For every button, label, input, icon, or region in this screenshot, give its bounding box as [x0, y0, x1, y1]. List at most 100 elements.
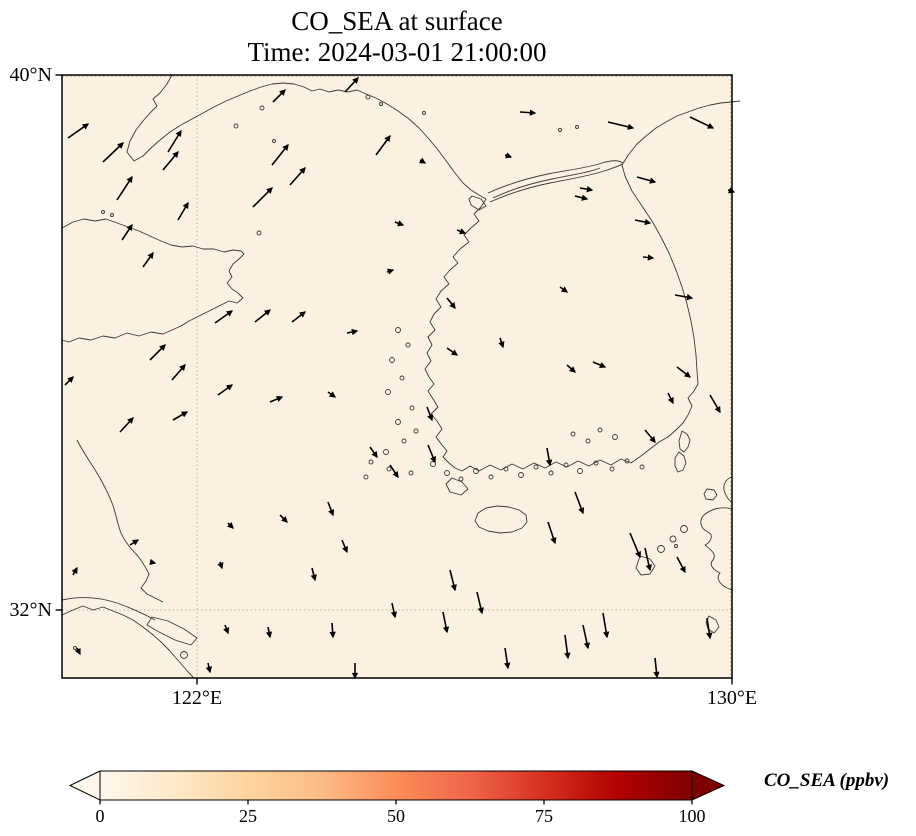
- wind-arrow: [559, 286, 569, 293]
- colorbar: 0 25 50 75 100: [68, 770, 726, 826]
- wind-arrow: [71, 566, 78, 576]
- wind-arrow: [223, 624, 230, 635]
- wind-arrow: [727, 187, 736, 194]
- wind-arrow: [341, 539, 348, 554]
- island-goto-2: [669, 535, 677, 543]
- wind-arrow: [217, 384, 234, 396]
- islets-korea-south: [430, 427, 645, 496]
- plot-frame: [61, 74, 733, 679]
- wind-arrow: [504, 647, 511, 670]
- wind-arrow: [602, 612, 610, 639]
- wind-arrow: [644, 429, 656, 443]
- coastline-river-north: [487, 160, 624, 194]
- wind-arrow: [644, 547, 652, 572]
- wind-arrow: [172, 411, 189, 421]
- island-estuary-ring: [180, 651, 188, 659]
- coastline-river-south: [489, 163, 623, 203]
- wind-arrow: [706, 617, 713, 640]
- wind-arrow: [386, 268, 395, 275]
- xtick-label-130e: 130°E: [706, 687, 758, 709]
- wind-arrow: [667, 392, 674, 405]
- island-koshiki: [705, 615, 720, 634]
- figure-subtitle: Time: 2024-03-01 21:00:00: [247, 37, 547, 67]
- coastline-river-middle: [492, 167, 601, 199]
- wind-arrow: [344, 77, 359, 93]
- wind-arrow: [519, 109, 537, 116]
- colorbar-label: CO_SEA (ppbv): [764, 770, 890, 791]
- coastlines: [61, 74, 741, 678]
- wind-arrow: [254, 309, 271, 323]
- wind-arrow: [574, 194, 589, 201]
- coastline-yangtze-north-bank: [61, 597, 156, 621]
- wind-arrow: [177, 201, 189, 221]
- island-tsushima-south: [674, 451, 687, 473]
- wind-arrow: [449, 569, 457, 592]
- wind-arrow: [327, 501, 335, 517]
- island-iki: [703, 488, 718, 501]
- wind-arrow: [119, 417, 134, 433]
- wind-arrow: [369, 446, 378, 459]
- wind-arrow: [476, 591, 484, 615]
- colorbar-tick-label: 100: [679, 806, 706, 826]
- wind-arrow: [149, 558, 157, 566]
- coastline-yangtze-south-bank: [61, 605, 194, 678]
- wind-arrow: [426, 406, 434, 422]
- graticule-gridlines: [62, 75, 732, 678]
- wind-arrow: [579, 186, 594, 193]
- colorbar-tick-label: 75: [535, 806, 553, 826]
- coastline-korea-mainland: [126, 74, 741, 472]
- island-goto-fukue: [635, 555, 656, 576]
- wind-arrow: [205, 662, 213, 674]
- islets-korea-bay: [101, 94, 579, 236]
- wind-arrow: [217, 561, 224, 570]
- wind-arrow: [375, 134, 391, 156]
- wind-arrow: [329, 622, 336, 639]
- wind-arrow: [74, 647, 81, 656]
- wind-arrow: [327, 391, 337, 398]
- wind-arrow: [629, 532, 641, 559]
- wind-arrow: [676, 366, 692, 378]
- wind-arrow: [346, 328, 359, 336]
- wind-arrow: [545, 447, 553, 467]
- wind-arrow: [149, 344, 166, 361]
- wind-arrow: [564, 634, 571, 660]
- wind-arrow: [67, 123, 90, 139]
- figure-title: CO_SEA at surface: [291, 6, 503, 36]
- colorbar-tick-label: 50: [387, 806, 405, 826]
- wind-arrow: [116, 175, 133, 201]
- wind-arrow: [547, 521, 557, 545]
- coastline-jiangsu: [76, 439, 164, 603]
- ytick-label-32n: 32°N: [9, 599, 52, 621]
- colorbar-tick-label: 0: [96, 806, 105, 826]
- wind-arrow: [227, 522, 234, 529]
- ytick-label-40n: 40°N: [9, 64, 52, 86]
- wind-arrow: [504, 152, 513, 159]
- wind-arrow: [289, 167, 306, 186]
- wind-arrow: [142, 251, 154, 268]
- island-ganghwa: [468, 195, 487, 211]
- coastline-kyushu-main: [700, 507, 733, 591]
- wind-arrow: [592, 361, 607, 368]
- wind-arrow: [390, 602, 398, 619]
- wind-arrow: [271, 144, 289, 166]
- wind-arrow: [642, 254, 655, 261]
- island-goto-3: [657, 545, 665, 553]
- wind-arrow: [676, 556, 686, 574]
- wind-arrow: [279, 514, 288, 523]
- wind-arrow: [214, 310, 234, 324]
- colorbar-gradient-bar: [99, 770, 693, 801]
- wind-arrow: [162, 151, 179, 171]
- wind-arrow: [442, 611, 450, 634]
- wind-arrow: [446, 347, 459, 356]
- wind-arrow: [252, 187, 273, 208]
- wind-arrow: [582, 624, 591, 650]
- wind-arrow: [634, 218, 652, 226]
- wind-quiver-arrows: [64, 77, 736, 680]
- coastline-shandong: [61, 218, 245, 343]
- wind-arrow: [574, 491, 585, 515]
- wind-arrow: [674, 293, 694, 301]
- coastline-chongming-island: [146, 616, 198, 646]
- wind-arrow: [102, 142, 124, 163]
- colorbar-min-extend-arrow: [68, 770, 101, 801]
